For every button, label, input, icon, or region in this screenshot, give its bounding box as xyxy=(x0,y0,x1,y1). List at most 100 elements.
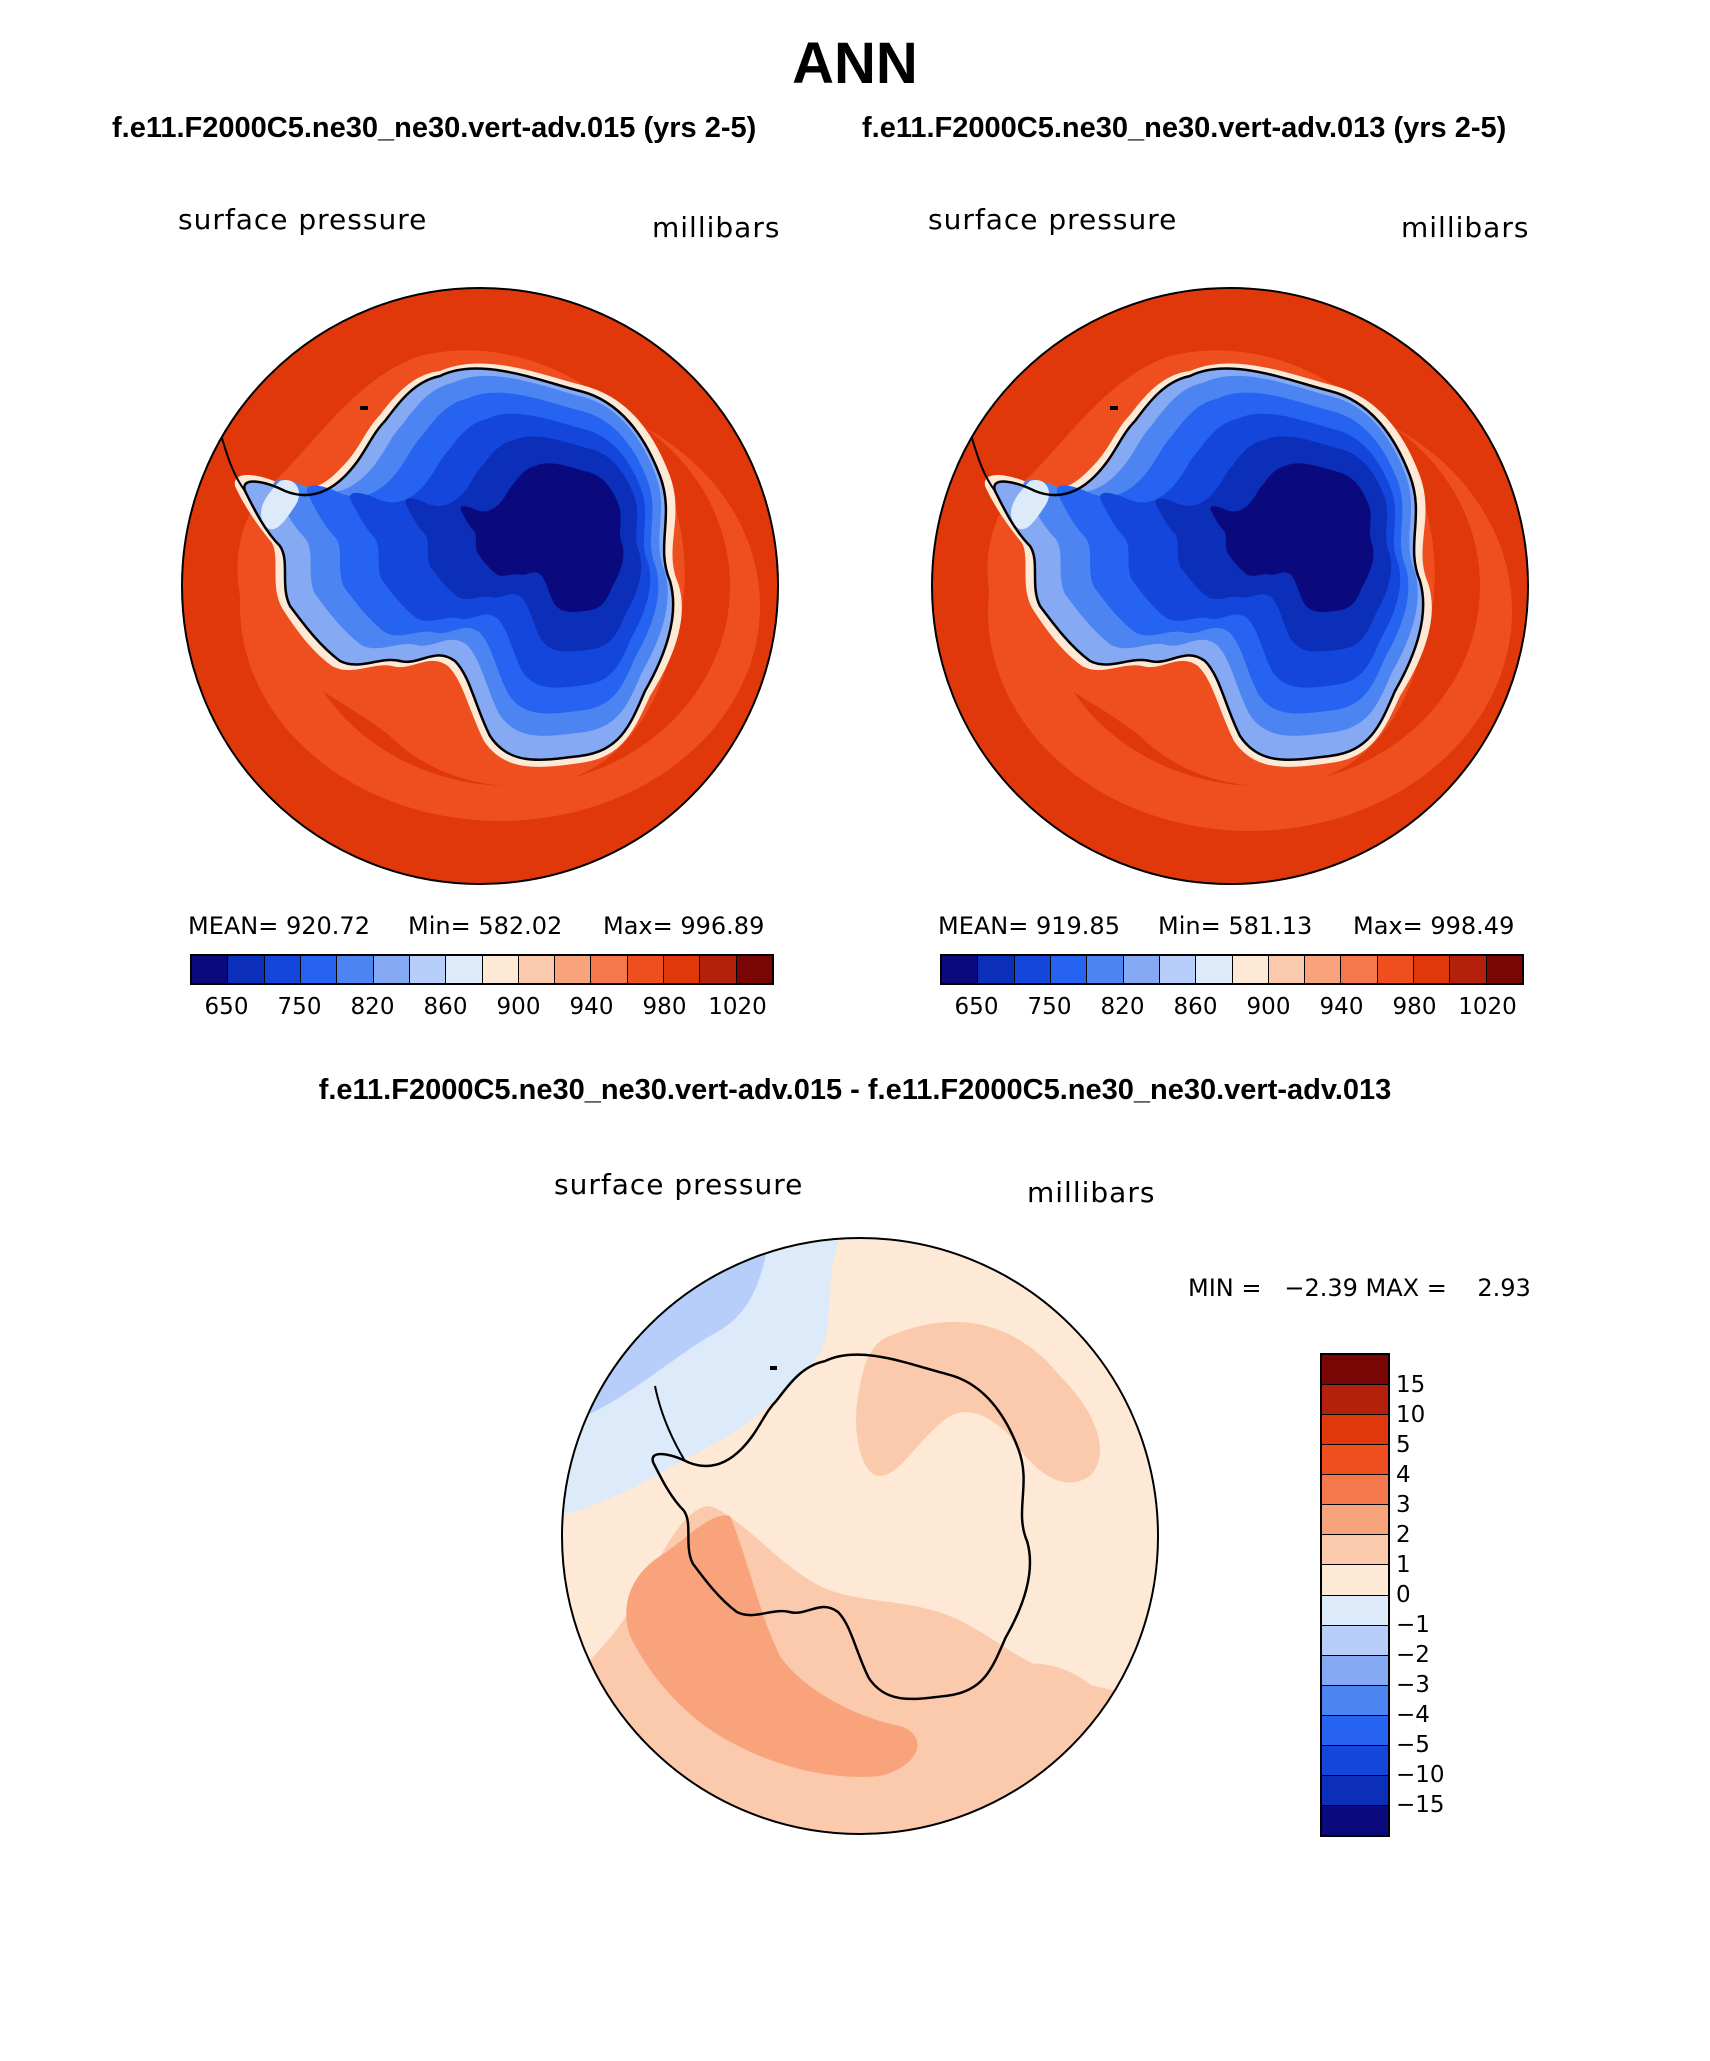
figure-title: ANN xyxy=(792,31,918,96)
panel-1-mean: MEAN= 920.72 xyxy=(188,912,370,940)
panel-2-colorbar-tick-label: 900 xyxy=(1246,994,1291,1020)
panel-2-colorbar-tick-label: 940 xyxy=(1319,994,1364,1020)
panel-2-colorbar-swatch xyxy=(942,956,979,983)
difference-colorbar-tick-label: −4 xyxy=(1396,1702,1430,1728)
difference-colorbar-swatch xyxy=(1322,1775,1388,1806)
panel-2-colorbar xyxy=(940,954,1524,985)
difference-colorbar-swatch xyxy=(1322,1565,1388,1596)
panel-1-colorbar-tick-label: 940 xyxy=(569,994,614,1020)
panel-1-colorbar-tick-label: 1020 xyxy=(708,994,767,1020)
difference-colorbar-swatch xyxy=(1322,1415,1388,1446)
panel-1-variable-label: surface pressure xyxy=(178,203,428,236)
difference-colorbar-tick-label: 4 xyxy=(1396,1462,1411,1488)
panel-1-colorbar-swatch xyxy=(555,956,592,983)
panel-1-colorbar-swatch xyxy=(228,956,265,983)
panel-2-colorbar-swatch xyxy=(1341,956,1378,983)
panel-1-colorbar-swatch xyxy=(664,956,701,983)
difference-variable-label: surface pressure xyxy=(554,1168,804,1201)
panel-1-colorbar-tick-label: 900 xyxy=(496,994,541,1020)
panel-2-colorbar-swatch xyxy=(1087,956,1124,983)
panel-2-colorbar-swatch xyxy=(1268,956,1306,983)
panel-2-colorbar-swatch xyxy=(1305,956,1342,983)
difference-colorbar-swatch xyxy=(1322,1595,1388,1626)
difference-colorbar-swatch xyxy=(1322,1715,1388,1746)
panel-1-colorbar-swatch xyxy=(264,956,301,983)
panel-2-colorbar-swatch xyxy=(1050,956,1088,983)
panel-2-colorbar-swatch xyxy=(1196,956,1233,983)
panel-2-mean: MEAN= 919.85 xyxy=(938,912,1120,940)
difference-colorbar-tick-label: 3 xyxy=(1396,1492,1411,1518)
panel-2-colorbar-swatch xyxy=(1377,956,1415,983)
panel-1-colorbar xyxy=(190,954,774,985)
panel-2-colorbar-swatch xyxy=(1123,956,1160,983)
difference-polar-map xyxy=(561,1237,1159,1835)
difference-colorbar-swatch xyxy=(1322,1625,1388,1656)
difference-colorbar-swatch xyxy=(1322,1805,1388,1835)
panel-2-colorbar-swatch xyxy=(1450,956,1487,983)
panel-2-colorbar-swatch xyxy=(1414,956,1451,983)
panel-2-case-title: f.e11.F2000C5.ne30_ne30.vert-adv.013 (yr… xyxy=(862,112,1507,144)
difference-colorbar-tick-label: −5 xyxy=(1396,1732,1430,1758)
panel-1-colorbar-tick-label: 860 xyxy=(423,994,468,1020)
panel-1-colorbar-tick-label: 820 xyxy=(350,994,395,1020)
difference-units-label: millibars xyxy=(1027,1176,1156,1209)
panel-1-units-label: millibars xyxy=(652,211,781,244)
panel-2-colorbar-tick-label: 980 xyxy=(1392,994,1437,1020)
panel-1-colorbar-swatch xyxy=(192,956,229,983)
panel-1-colorbar-tick-label: 750 xyxy=(277,994,322,1020)
difference-title: f.e11.F2000C5.ne30_ne30.vert-adv.015 - f… xyxy=(318,1074,1392,1106)
difference-colorbar-tick-label: 10 xyxy=(1396,1402,1426,1428)
panel-2-units-label: millibars xyxy=(1401,211,1530,244)
difference-colorbar-tick-label: −1 xyxy=(1396,1612,1430,1638)
panel-2-colorbar-tick-label: 860 xyxy=(1173,994,1218,1020)
difference-colorbar-tick-label: −15 xyxy=(1396,1792,1445,1818)
panel-2-variable-label: surface pressure xyxy=(928,203,1178,236)
panel-2-colorbar-tick-label: 650 xyxy=(954,994,999,1020)
difference-colorbar xyxy=(1320,1353,1390,1837)
difference-colorbar-swatch xyxy=(1322,1385,1388,1416)
difference-colorbar-swatch xyxy=(1322,1475,1388,1506)
panel-1-colorbar-swatch xyxy=(591,956,628,983)
panel-1-polar-map xyxy=(181,287,779,885)
panel-1-colorbar-swatch xyxy=(627,956,665,983)
difference-colorbar-tick-label: −10 xyxy=(1396,1762,1445,1788)
panel-1-min: Min= 582.02 xyxy=(408,912,563,940)
panel-1-colorbar-swatch xyxy=(409,956,447,983)
panel-2-colorbar-tick-label: 1020 xyxy=(1458,994,1517,1020)
panel-2-colorbar-tick-label: 750 xyxy=(1027,994,1072,1020)
panel-1-colorbar-tick-label: 650 xyxy=(204,994,249,1020)
difference-colorbar-tick-label: 0 xyxy=(1396,1582,1411,1608)
panel-1-colorbar-swatch xyxy=(700,956,737,983)
difference-colorbar-swatch xyxy=(1322,1355,1388,1386)
panel-2-colorbar-swatch xyxy=(1486,956,1522,983)
panel-2-min: Min= 581.13 xyxy=(1158,912,1313,940)
panel-2-colorbar-swatch xyxy=(1159,956,1197,983)
difference-colorbar-ticks: 15 10 5 4 3 2 1 0 −1 −2 −3 −4 −5 −10 −15 xyxy=(1396,1355,1476,1835)
panel-1-colorbar-swatch xyxy=(736,956,772,983)
difference-colorbar-swatch xyxy=(1322,1685,1388,1716)
difference-colorbar-swatch xyxy=(1322,1535,1388,1566)
difference-colorbar-tick-label: −3 xyxy=(1396,1672,1430,1698)
difference-colorbar-swatch xyxy=(1322,1445,1388,1476)
panel-1-max: Max= 996.89 xyxy=(603,912,765,940)
difference-colorbar-swatch xyxy=(1322,1655,1388,1686)
panel-1-colorbar-ticks: 650 750 820 860 900 940 980 1020 xyxy=(190,994,774,1024)
difference-colorbar-swatch xyxy=(1322,1745,1388,1776)
panel-2-max: Max= 998.49 xyxy=(1353,912,1515,940)
panel-1-colorbar-tick-label: 980 xyxy=(642,994,687,1020)
panel-2-colorbar-swatch xyxy=(1232,956,1269,983)
panel-1-colorbar-swatch xyxy=(482,956,519,983)
panel-1-colorbar-swatch xyxy=(518,956,556,983)
difference-colorbar-swatch xyxy=(1322,1505,1388,1536)
difference-colorbar-tick-label: 1 xyxy=(1396,1552,1411,1578)
difference-minmax: MIN = −2.39 MAX = 2.93 xyxy=(1188,1274,1531,1302)
panel-2-colorbar-swatch xyxy=(978,956,1015,983)
panel-2-colorbar-ticks: 650 750 820 860 900 940 980 1020 xyxy=(940,994,1524,1024)
difference-colorbar-tick-label: 5 xyxy=(1396,1432,1411,1458)
panel-1-colorbar-swatch xyxy=(300,956,338,983)
panel-1-colorbar-swatch xyxy=(446,956,483,983)
panel-1-case-title: f.e11.F2000C5.ne30_ne30.vert-adv.015 (yr… xyxy=(112,112,757,144)
difference-colorbar-tick-label: 2 xyxy=(1396,1522,1411,1548)
panel-1-colorbar-swatch xyxy=(337,956,374,983)
panel-2-colorbar-tick-label: 820 xyxy=(1100,994,1145,1020)
